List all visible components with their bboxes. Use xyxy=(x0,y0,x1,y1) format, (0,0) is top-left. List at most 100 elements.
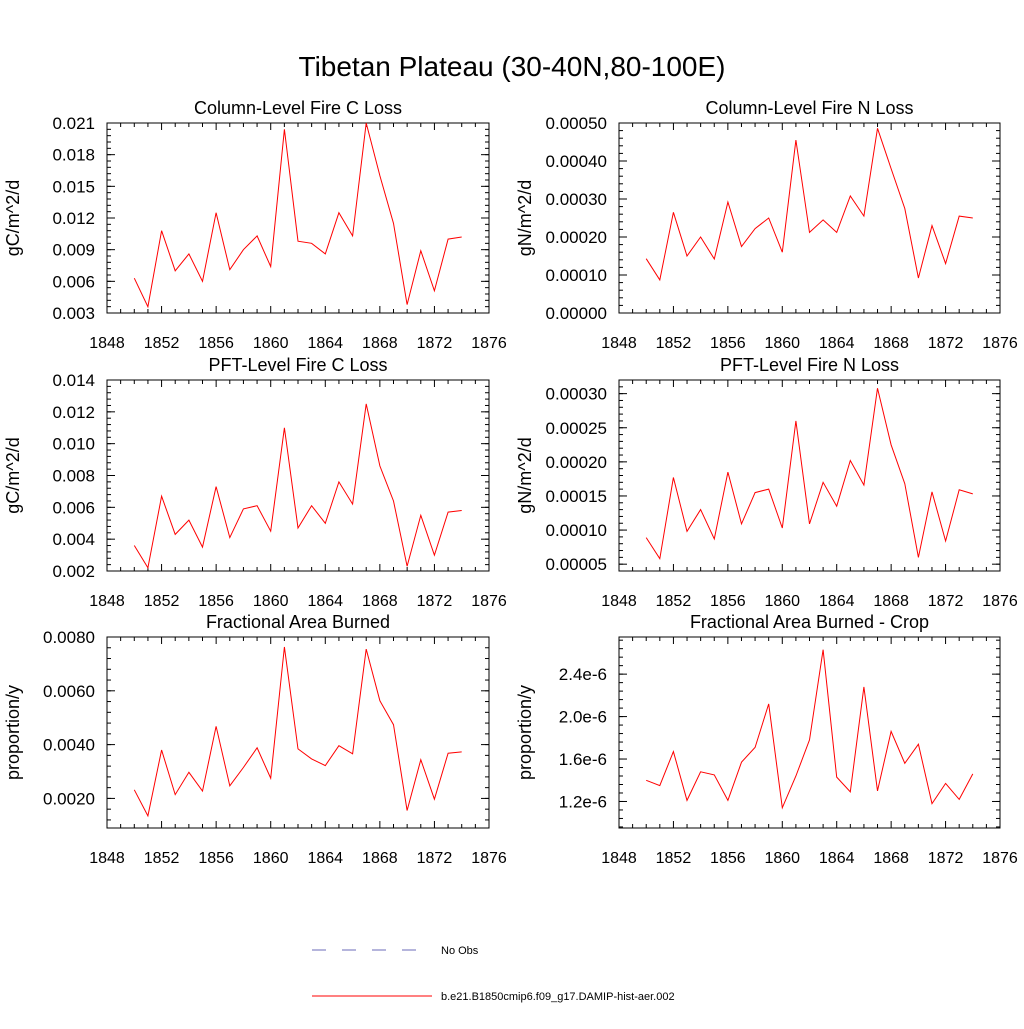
y-axis-label: gN/m^2/d xyxy=(515,437,535,513)
y-tick-label: 0.00010 xyxy=(546,266,607,285)
x-tick-label: 1856 xyxy=(710,593,746,610)
y-tick-label: 1.2e-6 xyxy=(559,792,607,811)
panels: Column-Level Fire C Loss gC/m^2/d 1848 1852… xyxy=(3,98,1018,867)
x-tick-label: 1852 xyxy=(656,593,692,610)
x-tick-label: 1876 xyxy=(471,593,507,610)
legend-model-label: b.e21.B1850cmip6.f09_g17.DAMIP-hist-aer.… xyxy=(441,991,675,1003)
x-tick-label: 1864 xyxy=(307,593,343,610)
plot-frame xyxy=(618,122,1001,314)
y-tick-label: 0.004 xyxy=(52,530,95,549)
series-line-model xyxy=(645,388,973,561)
x-tick-label: 1860 xyxy=(764,850,800,867)
x-tick-label: 1872 xyxy=(417,593,453,610)
x-tick-label: 1872 xyxy=(417,335,453,352)
x-tick-label: 1864 xyxy=(819,850,855,867)
legend: No Obs b.e21.B1850cmip6.f09_g17.DAMIP-hi… xyxy=(312,945,675,1003)
y-tick-label: 0.002 xyxy=(52,562,95,581)
panel-title: Column-Level Fire C Loss xyxy=(194,98,402,118)
panel-5: Fractional Area Burned proportion/y 1848 18… xyxy=(3,612,507,867)
x-tick-label: 1876 xyxy=(471,850,507,867)
x-tick-label: 1848 xyxy=(601,335,637,352)
y-tick-label: 0.006 xyxy=(52,272,95,291)
y-tick-label: 0.00005 xyxy=(546,555,607,574)
x-tick-label: 1864 xyxy=(819,593,855,610)
x-tick-label: 1848 xyxy=(89,850,125,867)
x-tick-label: 1852 xyxy=(144,850,180,867)
x-tick-label: 1852 xyxy=(656,335,692,352)
panel-title: Fractional Area Burned - Crop xyxy=(690,612,929,632)
y-tick-label: 0.008 xyxy=(52,467,95,486)
x-tick-label: 1856 xyxy=(198,593,234,610)
plot-frame xyxy=(106,122,490,314)
x-tick-label: 1848 xyxy=(89,593,125,610)
y-axis-label: proportion/y xyxy=(3,685,23,780)
y-axis-label: gC/m^2/d xyxy=(3,180,23,256)
y-tick-label: 0.0060 xyxy=(43,682,95,701)
x-tick-label: 1872 xyxy=(928,850,964,867)
x-tick-label: 1872 xyxy=(928,335,964,352)
y-axis-label: gN/m^2/d xyxy=(515,180,535,256)
x-tick-label: 1868 xyxy=(873,850,909,867)
y-tick-label: 0.003 xyxy=(52,304,95,323)
panel-3: PFT-Level Fire C Loss gC/m^2/d 1848 1852 185… xyxy=(3,355,507,610)
x-tick-label: 1848 xyxy=(89,335,125,352)
y-tick-label: 0.012 xyxy=(52,209,95,228)
figure-title: Tibetan Plateau (30-40N,80-100E) xyxy=(299,51,726,82)
series-line-model xyxy=(646,649,974,810)
x-tick-label: 1864 xyxy=(819,335,855,352)
panel-title: PFT-Level Fire N Loss xyxy=(720,355,899,375)
x-tick-label: 1868 xyxy=(362,593,398,610)
x-tick-label: 1860 xyxy=(253,593,289,610)
y-tick-label: 0.012 xyxy=(52,403,95,422)
y-tick-label: 0.00030 xyxy=(546,190,607,209)
x-tick-label: 1852 xyxy=(144,335,180,352)
y-axis-label: proportion/y xyxy=(515,685,535,780)
x-tick-label: 1876 xyxy=(982,850,1018,867)
y-tick-label: 0.00050 xyxy=(546,114,607,133)
y-tick-label: 1.6e-6 xyxy=(559,750,607,769)
y-tick-label: 2.0e-6 xyxy=(559,708,607,727)
x-tick-label: 1868 xyxy=(362,335,398,352)
panel-1: Column-Level Fire C Loss gC/m^2/d 1848 1852… xyxy=(3,98,507,352)
plot-frame xyxy=(618,379,1001,572)
y-tick-label: 0.018 xyxy=(52,146,95,165)
y-tick-label: 0.006 xyxy=(52,498,95,517)
x-tick-label: 1864 xyxy=(307,335,343,352)
panel-title: Column-Level Fire N Loss xyxy=(705,98,913,118)
y-tick-label: 0.015 xyxy=(52,177,95,196)
x-tick-label: 1852 xyxy=(656,850,692,867)
x-tick-label: 1860 xyxy=(764,593,800,610)
panel-title: Fractional Area Burned xyxy=(206,612,390,632)
legend-obs-label: No Obs xyxy=(441,945,479,957)
series-line-model xyxy=(133,646,462,818)
y-tick-label: 0.00010 xyxy=(546,521,607,540)
y-tick-label: 0.010 xyxy=(52,435,95,454)
x-tick-label: 1860 xyxy=(764,335,800,352)
y-tick-label: 0.021 xyxy=(52,114,95,133)
y-axis-label: gC/m^2/d xyxy=(3,437,23,513)
x-tick-label: 1848 xyxy=(601,850,637,867)
x-tick-label: 1856 xyxy=(710,850,746,867)
panel-2: Column-Level Fire N Loss gN/m^2/d 1848 1852… xyxy=(515,98,1018,352)
x-tick-label: 1856 xyxy=(198,335,234,352)
y-tick-label: 2.4e-6 xyxy=(559,665,607,684)
plot-frame xyxy=(618,636,1001,829)
panel-title: PFT-Level Fire C Loss xyxy=(208,355,387,375)
x-tick-label: 1876 xyxy=(471,335,507,352)
y-tick-label: 0.00040 xyxy=(546,152,607,171)
y-tick-label: 0.009 xyxy=(52,241,95,260)
x-tick-label: 1856 xyxy=(198,850,234,867)
y-tick-label: 0.0040 xyxy=(43,736,95,755)
x-tick-label: 1872 xyxy=(928,593,964,610)
y-tick-label: 0.00000 xyxy=(546,304,607,323)
y-tick-label: 0.014 xyxy=(52,371,95,390)
y-tick-label: 0.0080 xyxy=(43,628,95,647)
panel-6: Fractional Area Burned - Crop proportion/… xyxy=(515,612,1018,867)
panel-4: PFT-Level Fire N Loss gN/m^2/d 1848 1852 185… xyxy=(515,355,1018,610)
y-tick-label: 0.00020 xyxy=(546,453,607,472)
x-tick-label: 1848 xyxy=(601,593,637,610)
x-tick-label: 1852 xyxy=(144,593,180,610)
x-tick-label: 1868 xyxy=(873,593,909,610)
series-line-model xyxy=(133,403,462,570)
